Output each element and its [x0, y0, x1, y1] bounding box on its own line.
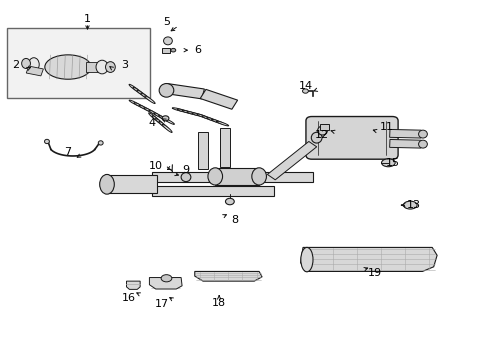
Ellipse shape: [105, 62, 115, 72]
Text: 16: 16: [121, 293, 135, 303]
Text: 4: 4: [148, 118, 155, 128]
Ellipse shape: [206, 118, 219, 122]
Text: 15: 15: [386, 158, 399, 168]
Ellipse shape: [418, 130, 427, 138]
Text: 18: 18: [212, 298, 226, 308]
Ellipse shape: [141, 93, 151, 101]
Ellipse shape: [133, 87, 143, 95]
Text: 14: 14: [298, 81, 312, 91]
FancyBboxPatch shape: [305, 117, 397, 159]
Bar: [26, 66, 43, 76]
Bar: [197, 132, 208, 169]
Bar: [389, 139, 420, 148]
Ellipse shape: [163, 118, 174, 124]
Ellipse shape: [162, 124, 172, 132]
Ellipse shape: [159, 84, 173, 97]
Ellipse shape: [181, 173, 190, 181]
Ellipse shape: [139, 105, 150, 111]
Polygon shape: [149, 278, 182, 289]
Ellipse shape: [381, 159, 394, 167]
Ellipse shape: [100, 175, 114, 194]
Bar: [267, 141, 316, 180]
Text: 11: 11: [379, 122, 393, 132]
Ellipse shape: [153, 113, 164, 119]
Bar: [152, 186, 273, 197]
Ellipse shape: [152, 116, 162, 124]
Ellipse shape: [418, 140, 427, 148]
Bar: [161, 48, 170, 53]
Bar: [86, 62, 101, 72]
Ellipse shape: [129, 100, 140, 106]
Ellipse shape: [182, 110, 194, 114]
Text: 10: 10: [148, 161, 163, 171]
Ellipse shape: [170, 48, 175, 52]
Ellipse shape: [197, 114, 209, 119]
Ellipse shape: [158, 116, 169, 122]
Text: 5: 5: [163, 17, 170, 27]
Ellipse shape: [225, 198, 234, 205]
Ellipse shape: [177, 109, 190, 113]
Ellipse shape: [186, 112, 199, 116]
Bar: [320, 124, 328, 130]
Text: 9: 9: [182, 165, 189, 175]
Ellipse shape: [202, 116, 214, 121]
Ellipse shape: [302, 89, 308, 93]
Ellipse shape: [211, 119, 224, 124]
Ellipse shape: [144, 96, 155, 104]
Text: 2: 2: [12, 60, 19, 70]
Text: 6: 6: [194, 45, 201, 55]
Ellipse shape: [191, 113, 204, 117]
Ellipse shape: [403, 201, 416, 209]
Ellipse shape: [207, 168, 222, 185]
Ellipse shape: [44, 139, 49, 144]
Text: 19: 19: [367, 268, 382, 278]
Ellipse shape: [96, 60, 108, 74]
Ellipse shape: [21, 58, 30, 68]
Text: 8: 8: [231, 215, 238, 225]
Ellipse shape: [148, 110, 160, 116]
Ellipse shape: [300, 247, 312, 272]
Text: 3: 3: [122, 60, 128, 70]
Ellipse shape: [216, 121, 228, 126]
Ellipse shape: [98, 141, 103, 145]
Bar: [108, 175, 157, 193]
Text: 17: 17: [154, 299, 168, 309]
Polygon shape: [194, 271, 262, 281]
Ellipse shape: [162, 116, 168, 121]
Ellipse shape: [163, 37, 172, 45]
Bar: [215, 168, 259, 185]
Ellipse shape: [317, 126, 327, 135]
Ellipse shape: [148, 113, 158, 121]
Bar: [6, 28, 150, 98]
Ellipse shape: [134, 103, 145, 109]
Ellipse shape: [159, 121, 168, 130]
Ellipse shape: [251, 168, 266, 185]
Text: 7: 7: [64, 147, 71, 157]
Bar: [165, 84, 204, 99]
Ellipse shape: [137, 90, 147, 98]
Ellipse shape: [155, 118, 165, 127]
Bar: [389, 130, 420, 138]
Polygon shape: [126, 281, 140, 289]
Ellipse shape: [161, 275, 171, 282]
Ellipse shape: [172, 108, 185, 112]
Bar: [152, 172, 312, 182]
Text: 1: 1: [84, 14, 91, 24]
Text: 13: 13: [407, 200, 420, 210]
Ellipse shape: [311, 132, 322, 143]
Ellipse shape: [129, 84, 139, 92]
Bar: [200, 89, 237, 109]
Text: 12: 12: [314, 130, 328, 140]
Polygon shape: [300, 247, 436, 271]
Bar: [219, 128, 230, 167]
Ellipse shape: [143, 108, 155, 114]
Ellipse shape: [28, 58, 39, 71]
Ellipse shape: [45, 55, 91, 79]
